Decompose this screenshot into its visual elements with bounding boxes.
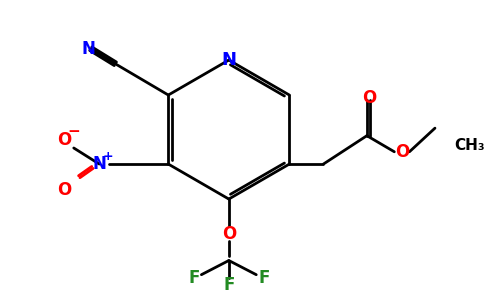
Text: −: − [67, 124, 80, 140]
Text: F: F [258, 268, 270, 286]
Text: N: N [82, 40, 96, 58]
Text: CH₃: CH₃ [454, 138, 484, 153]
Text: O: O [222, 225, 236, 243]
Text: O: O [362, 89, 376, 107]
Text: N: N [221, 51, 236, 69]
Text: N: N [92, 155, 106, 173]
Text: F: F [223, 276, 235, 294]
Text: O: O [57, 181, 72, 199]
Text: O: O [395, 143, 409, 161]
Text: +: + [103, 150, 113, 163]
Text: F: F [188, 268, 199, 286]
Text: O: O [57, 131, 72, 149]
